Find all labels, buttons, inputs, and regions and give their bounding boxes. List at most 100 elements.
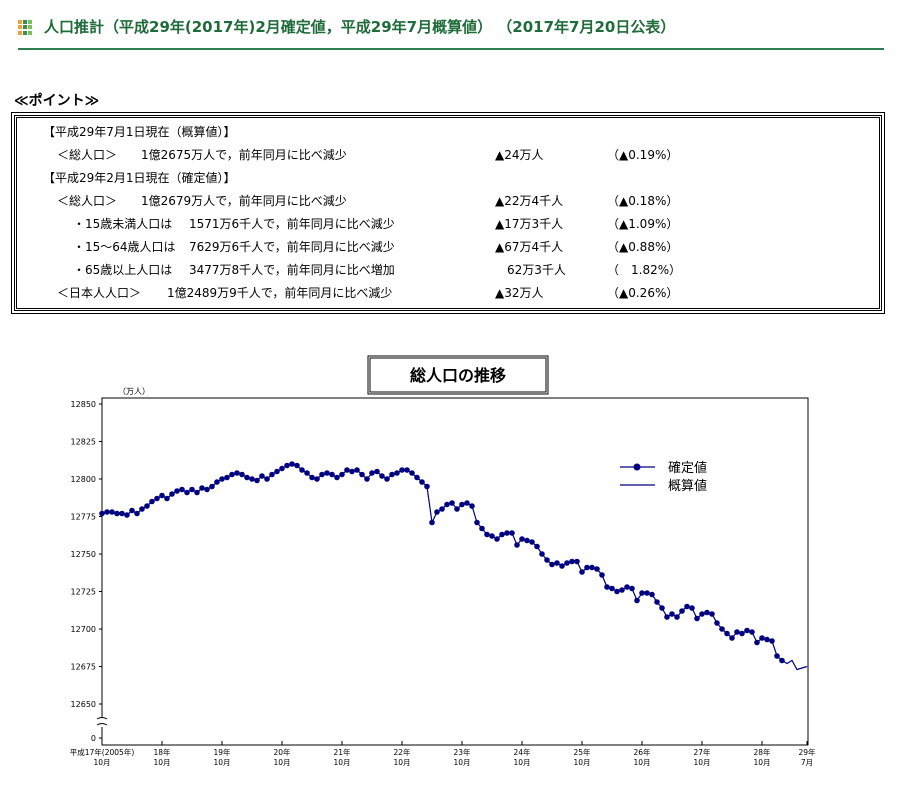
marker — [369, 470, 375, 476]
marker — [559, 563, 565, 569]
marker — [414, 474, 420, 481]
marker — [484, 531, 490, 538]
marker — [354, 467, 360, 473]
label: ・15歳未満人口は — [73, 217, 173, 231]
marker — [389, 471, 395, 478]
marker — [604, 584, 610, 590]
rate: （▲1.09%） — [607, 217, 679, 231]
row: ＜日本人人口＞ 1億2489万9千人で，前年同月に比べ減少 ▲32万人 （▲0.26%… — [17, 284, 879, 304]
plot-frame — [101, 397, 809, 746]
marker — [204, 486, 210, 493]
x-tick-label: 28年 10月 — [753, 748, 771, 767]
marker — [284, 462, 290, 469]
marker — [409, 470, 415, 476]
change: ▲67万4千人 — [495, 240, 564, 254]
marker — [109, 509, 115, 515]
label: ＜日本人人口＞ — [57, 286, 142, 300]
marker — [119, 510, 125, 517]
marker — [379, 473, 385, 479]
marker — [714, 620, 720, 626]
marker — [159, 492, 165, 499]
marker — [299, 467, 305, 473]
marker — [129, 507, 135, 514]
marker — [724, 630, 730, 637]
marker — [199, 485, 205, 491]
marker — [264, 476, 270, 482]
legend-label: 概算値 — [668, 478, 707, 494]
marker — [349, 468, 355, 475]
marker — [184, 489, 190, 496]
x-tick-label: 25年 10月 — [573, 748, 591, 767]
marker — [394, 470, 400, 476]
marker — [759, 635, 765, 641]
y-tick-label: 12825 — [71, 438, 96, 447]
marker — [669, 611, 675, 617]
marker — [739, 630, 745, 637]
x-tick-label: 平成17年(2005年) 10月 — [69, 748, 135, 767]
marker — [764, 636, 770, 643]
marker — [709, 611, 715, 617]
marker — [114, 510, 120, 517]
marker — [304, 470, 310, 476]
marker — [209, 483, 215, 490]
marker — [189, 486, 195, 493]
row: ・15歳未満人口は 1571万6千人で，前年同月に比べ減少 ▲17万3千人 （▲1.0… — [17, 215, 879, 235]
x-tick-label: 23年 10月 — [453, 748, 471, 767]
marker — [749, 629, 755, 635]
marker — [639, 590, 645, 596]
y-tick-label: 12675 — [71, 663, 96, 672]
marker — [624, 584, 630, 590]
x-tick-label: 21年 10月 — [333, 748, 351, 767]
x-tick-label: 26年 10月 — [633, 748, 651, 767]
chart-title-box — [369, 357, 547, 393]
marker — [584, 564, 590, 571]
x-tick-label: 27年 10月 — [693, 748, 711, 767]
marker — [609, 585, 615, 592]
marker — [574, 558, 580, 565]
marker — [534, 543, 540, 550]
rate: （▲0.26%） — [607, 286, 679, 300]
marker — [644, 590, 650, 596]
marker — [519, 536, 525, 542]
marker — [579, 569, 585, 575]
legend-label: 確定値 — [668, 460, 707, 476]
marker — [689, 605, 695, 611]
change: ▲17万3千人 — [495, 217, 564, 231]
marker — [104, 509, 110, 515]
marker — [499, 531, 505, 538]
marker — [429, 519, 435, 526]
marker — [364, 476, 370, 482]
heading: 【平成29年7月1日現在（概算値）】 — [43, 125, 236, 139]
marker — [474, 519, 480, 526]
text: 7629万6千人で，前年同月に比べ減少 — [189, 240, 395, 254]
marker — [329, 471, 335, 478]
heading: 【平成29年2月1日現在（確定値）】 — [43, 171, 236, 185]
marker — [649, 591, 655, 598]
axis-break — [96, 717, 108, 726]
marker — [699, 611, 705, 617]
marker — [384, 476, 390, 482]
marker — [239, 471, 245, 478]
marker — [589, 564, 595, 571]
marker — [289, 461, 295, 467]
marker — [234, 470, 240, 476]
marker — [319, 471, 325, 478]
y-tick-label: 12650 — [71, 700, 96, 709]
marker — [339, 471, 345, 478]
row: 【平成29年2月1日現在（確定値）】 — [17, 169, 879, 189]
header: 人口推計（平成29年(2017年)2月確定値，平成29年7月概算値） （2017… — [18, 14, 884, 50]
marker — [274, 468, 280, 475]
rate: （ 1.82%） — [607, 263, 682, 277]
y-tick-label: 12750 — [71, 550, 96, 559]
x-tick-label: 22年 10月 — [393, 748, 411, 767]
marker — [729, 635, 735, 641]
rate: （▲0.19%） — [607, 148, 679, 162]
text: 3477万8千人で，前年同月に比べ増加 — [189, 263, 395, 277]
marker — [509, 530, 515, 536]
change: ▲32万人 — [495, 286, 544, 300]
marker — [464, 500, 470, 506]
marker — [179, 486, 185, 493]
y-tick-label: 12725 — [71, 588, 96, 597]
marker — [149, 498, 155, 505]
